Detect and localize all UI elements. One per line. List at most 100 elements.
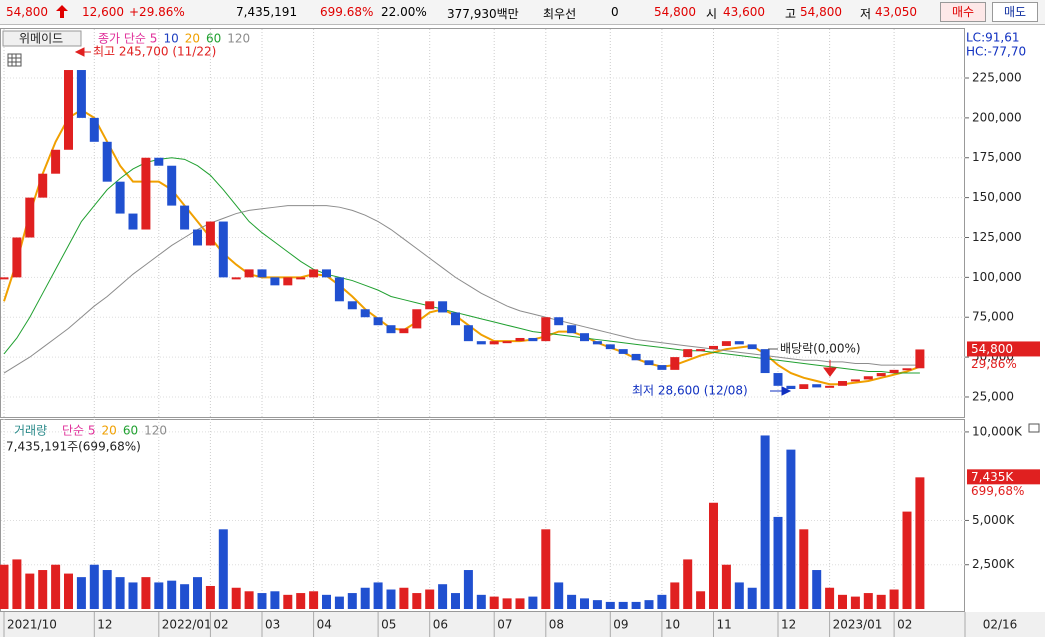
candle <box>244 269 254 278</box>
volume-bar <box>709 502 718 609</box>
candle <box>489 341 499 345</box>
volume-bar <box>89 564 99 609</box>
volume-bar <box>773 516 783 609</box>
y-tick-label: 25,000 <box>972 389 1014 403</box>
volume-bar <box>799 529 809 609</box>
candle <box>463 325 473 342</box>
x-tick-label: 2021/10 <box>7 618 57 632</box>
candle <box>515 337 525 342</box>
best-label: 최우선 <box>543 7 577 21</box>
volume-bar <box>618 601 628 609</box>
volume-bar <box>231 587 241 609</box>
volume-bar <box>876 594 886 609</box>
change: 12,600 <box>82 5 124 19</box>
candle <box>734 341 744 345</box>
candle <box>644 360 654 366</box>
y-tick-label: 225,000 <box>972 71 1022 85</box>
candle <box>747 344 757 350</box>
candle <box>592 341 602 345</box>
candle <box>154 157 164 166</box>
volume-bar <box>850 596 860 609</box>
market-cap: 377,930백만 <box>447 7 519 21</box>
candle <box>528 337 538 342</box>
volume-bar <box>51 564 61 609</box>
title-box <box>2 30 82 47</box>
low: 43,050 <box>875 5 917 19</box>
candle <box>683 349 693 358</box>
candle <box>386 325 396 334</box>
candle <box>270 277 280 286</box>
y-tick-label: 200,000 <box>972 110 1022 124</box>
volume-bar <box>605 601 615 609</box>
candle <box>141 157 151 230</box>
candle <box>334 277 344 302</box>
open-label: 시 <box>706 7 718 21</box>
annotation: 최저 28,600 (12/08) <box>632 384 748 398</box>
legend-entry: 단순 5 <box>62 424 96 438</box>
candle <box>541 317 551 342</box>
volume-bar <box>734 582 744 609</box>
volume-bar <box>631 601 641 609</box>
volume-bar <box>541 529 551 609</box>
candle <box>567 325 577 334</box>
volume-bar <box>373 582 383 609</box>
volume-bar <box>683 559 693 609</box>
candle <box>799 384 809 390</box>
x-tick-label: 2022/01 <box>162 618 212 632</box>
candle <box>309 269 319 278</box>
volume-bar <box>425 589 435 609</box>
x-tick-label: 05 <box>381 618 396 632</box>
volume-bar <box>257 593 267 609</box>
candle <box>838 381 847 386</box>
candle <box>38 173 48 198</box>
volume-bar <box>12 559 22 609</box>
candle <box>25 197 35 238</box>
volume-bar <box>463 570 473 609</box>
volume-bar <box>747 587 757 609</box>
high-arrow <box>74 47 91 57</box>
date-axis <box>0 612 1045 637</box>
volume-bar <box>786 449 796 609</box>
candle <box>902 368 912 371</box>
candle <box>696 349 706 352</box>
candle <box>12 237 22 278</box>
up-arrow <box>56 5 68 18</box>
volume-bar <box>64 573 73 609</box>
candle <box>605 344 615 350</box>
y-tick-label: 150,000 <box>972 190 1022 204</box>
low-label: 저 <box>860 7 872 21</box>
candle <box>876 373 886 377</box>
buy-button[interactable]: 매수 <box>940 2 986 22</box>
volume-bar <box>889 589 899 609</box>
candle <box>786 385 796 390</box>
current-date: 02/16 <box>983 618 1018 632</box>
candle <box>399 328 409 334</box>
candle <box>51 149 61 174</box>
volume-bar <box>38 570 48 609</box>
candle <box>102 141 112 182</box>
side-label: HC:-77,70 <box>966 45 1026 59</box>
volume: 7,435,191 <box>236 5 298 19</box>
candle <box>889 369 899 374</box>
legend-entry: 120 <box>227 32 250 46</box>
volume-bar <box>567 594 577 609</box>
candle <box>476 341 486 345</box>
candle <box>451 312 460 326</box>
legend-entry: 60 <box>206 32 221 46</box>
candle <box>825 385 835 388</box>
legend-entry: 60 <box>123 424 138 438</box>
candle <box>89 117 99 142</box>
candle <box>438 301 448 313</box>
y-tick-label: 175,000 <box>972 150 1022 164</box>
x-tick-label: 09 <box>613 618 628 632</box>
candle <box>322 269 331 278</box>
candle <box>257 269 267 278</box>
sell-button[interactable]: 매도 <box>992 2 1038 22</box>
candle <box>64 70 73 150</box>
volume-subtitle: 7,435,191주(699,68%) <box>6 440 141 454</box>
x-tick-label: 11 <box>717 618 732 632</box>
volume-bar <box>696 591 706 609</box>
volume-title: 거래량 <box>14 424 47 438</box>
candle <box>76 70 86 118</box>
candle <box>812 384 822 388</box>
